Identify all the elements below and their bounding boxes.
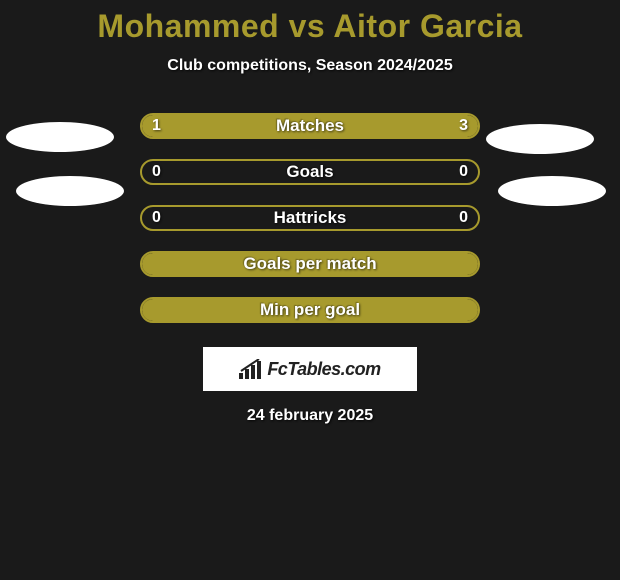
value-right: 0 [459,161,468,183]
comparison-row: Min per goal [0,287,620,333]
logo-box: FcTables.com [203,347,417,391]
value-left: 0 [152,207,161,229]
chart-icon [239,359,263,379]
player-right-marker [498,176,606,206]
bar-label: Goals per match [142,253,478,275]
value-left: 1 [152,115,161,137]
logo-text: FcTables.com [267,359,380,380]
page-subtitle: Club competitions, Season 2024/2025 [0,57,620,75]
bar-track: Matches1 3 [140,113,480,139]
bar-label: Matches [142,115,478,137]
date-line: 24 february 2025 [0,407,620,425]
page-title: Mohammed vs Aitor Garcia [0,0,620,45]
comparison-row: Goals per match [0,241,620,287]
value-right: 0 [459,207,468,229]
player-right-marker [486,124,594,154]
bar-track: Hattricks0 0 [140,205,480,231]
bar-label: Goals [142,161,478,183]
bar-label: Min per goal [142,299,478,321]
bar-label: Hattricks [142,207,478,229]
value-right: 3 [459,115,468,137]
bar-track: Goals0 0 [140,159,480,185]
bar-track: Goals per match [140,251,480,277]
bar-track: Min per goal [140,297,480,323]
player-left-marker [16,176,124,206]
value-left: 0 [152,161,161,183]
player-left-marker [6,122,114,152]
